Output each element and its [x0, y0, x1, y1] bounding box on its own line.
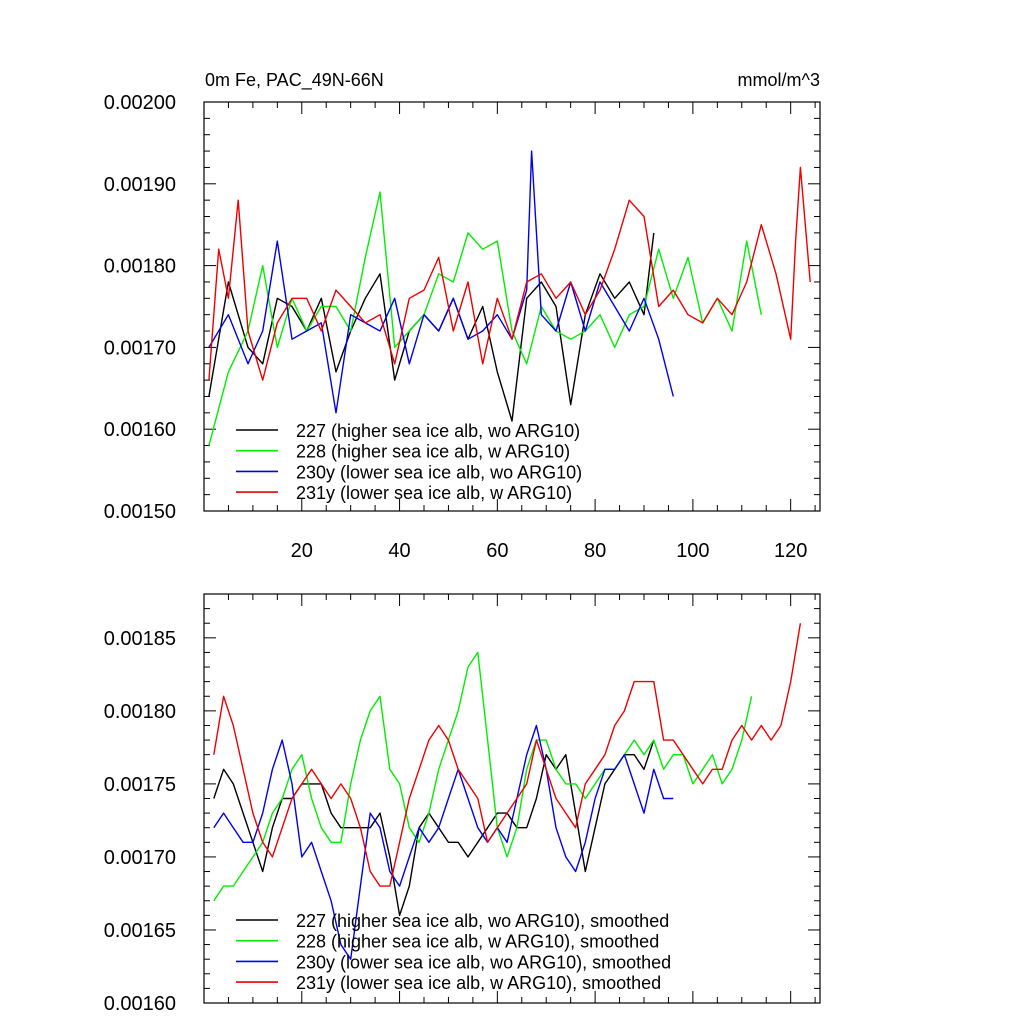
legend-label: 231y (lower sea ice alb, w ARG10), smoot… [296, 973, 661, 993]
y-tick-label: 0.00165 [104, 920, 176, 942]
series-line-2 [213, 724, 674, 960]
chart-title: 0m Fe, PAC_49N-66N [205, 70, 384, 91]
legend-label: 227 (higher sea ice alb, wo ARG10), smoo… [296, 911, 669, 931]
x-tick-label: 120 [774, 540, 807, 562]
x-tick-label: 60 [486, 540, 508, 562]
y-tick-label: 0.00180 [104, 256, 176, 278]
x-tick-label: 80 [584, 540, 606, 562]
x-tick-label: 20 [291, 540, 313, 562]
series-line-0 [213, 739, 655, 917]
series-line-1 [213, 651, 753, 902]
series-line-3 [213, 623, 802, 887]
y-tick-label: 0.00180 [104, 701, 176, 723]
bottom-panel: 0.00160 0.00165 0.00170 0.00175 0.00180 0.001… [104, 593, 821, 1015]
legend-label: 227 (higher sea ice alb, wo ARG10) [296, 421, 580, 441]
series-line-1 [208, 191, 762, 446]
plot-frame [203, 101, 821, 512]
legend-label: 230y (lower sea ice alb, wo ARG10), smoo… [296, 952, 671, 972]
y-tick-label: 0.00170 [104, 337, 176, 359]
y-tick-label: 0.00200 [104, 92, 176, 114]
legend-label: 231y (lower sea ice alb, w ARG10) [296, 483, 572, 503]
y-tick-label: 0.00190 [104, 174, 176, 196]
units-label: mmol/m^3 [738, 70, 820, 90]
legend-label: 228 (higher sea ice alb, w ARG10), smoot… [296, 932, 659, 952]
y-tick-label: 0.00170 [104, 847, 176, 869]
y-tick-label: 0.00185 [104, 628, 176, 650]
y-tick-label: 0.00175 [104, 774, 176, 796]
y-tick-label: 0.00150 [104, 501, 176, 523]
x-tick-label: 40 [388, 540, 410, 562]
legend-label: 228 (higher sea ice alb, w ARG10) [296, 442, 570, 462]
y-tick-label: 0.00160 [104, 993, 176, 1015]
legend-label: 230y (lower sea ice alb, wo ARG10) [296, 462, 582, 482]
x-tick-label: 100 [676, 540, 709, 562]
series-line-3 [208, 166, 811, 381]
y-tick-label: 0.00160 [104, 419, 176, 441]
top-panel: 0m Fe, PAC_49N-66N mmol/m^3 0.00150 0.001… [104, 70, 821, 562]
